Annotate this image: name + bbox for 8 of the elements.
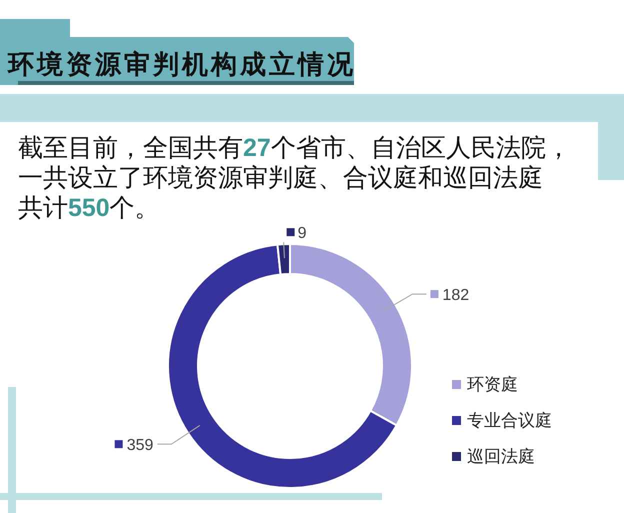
data-label: 9 [298, 225, 307, 242]
legend-label: 专业合议庭 [467, 411, 552, 430]
legend-label: 巡回法庭 [467, 447, 535, 466]
data-label: 359 [126, 437, 154, 454]
data-label: 182 [442, 287, 470, 304]
chart-title: 环境资源审判机构成立情况 [7, 50, 356, 80]
chart-subtitle: 截至目前，全国共有27个省市、自治区人民法院，一共设立了环境资源审判庭、合议庭和巡回法庭共计550个。 [18, 134, 571, 222]
legend-label: 环资庭 [467, 375, 518, 394]
